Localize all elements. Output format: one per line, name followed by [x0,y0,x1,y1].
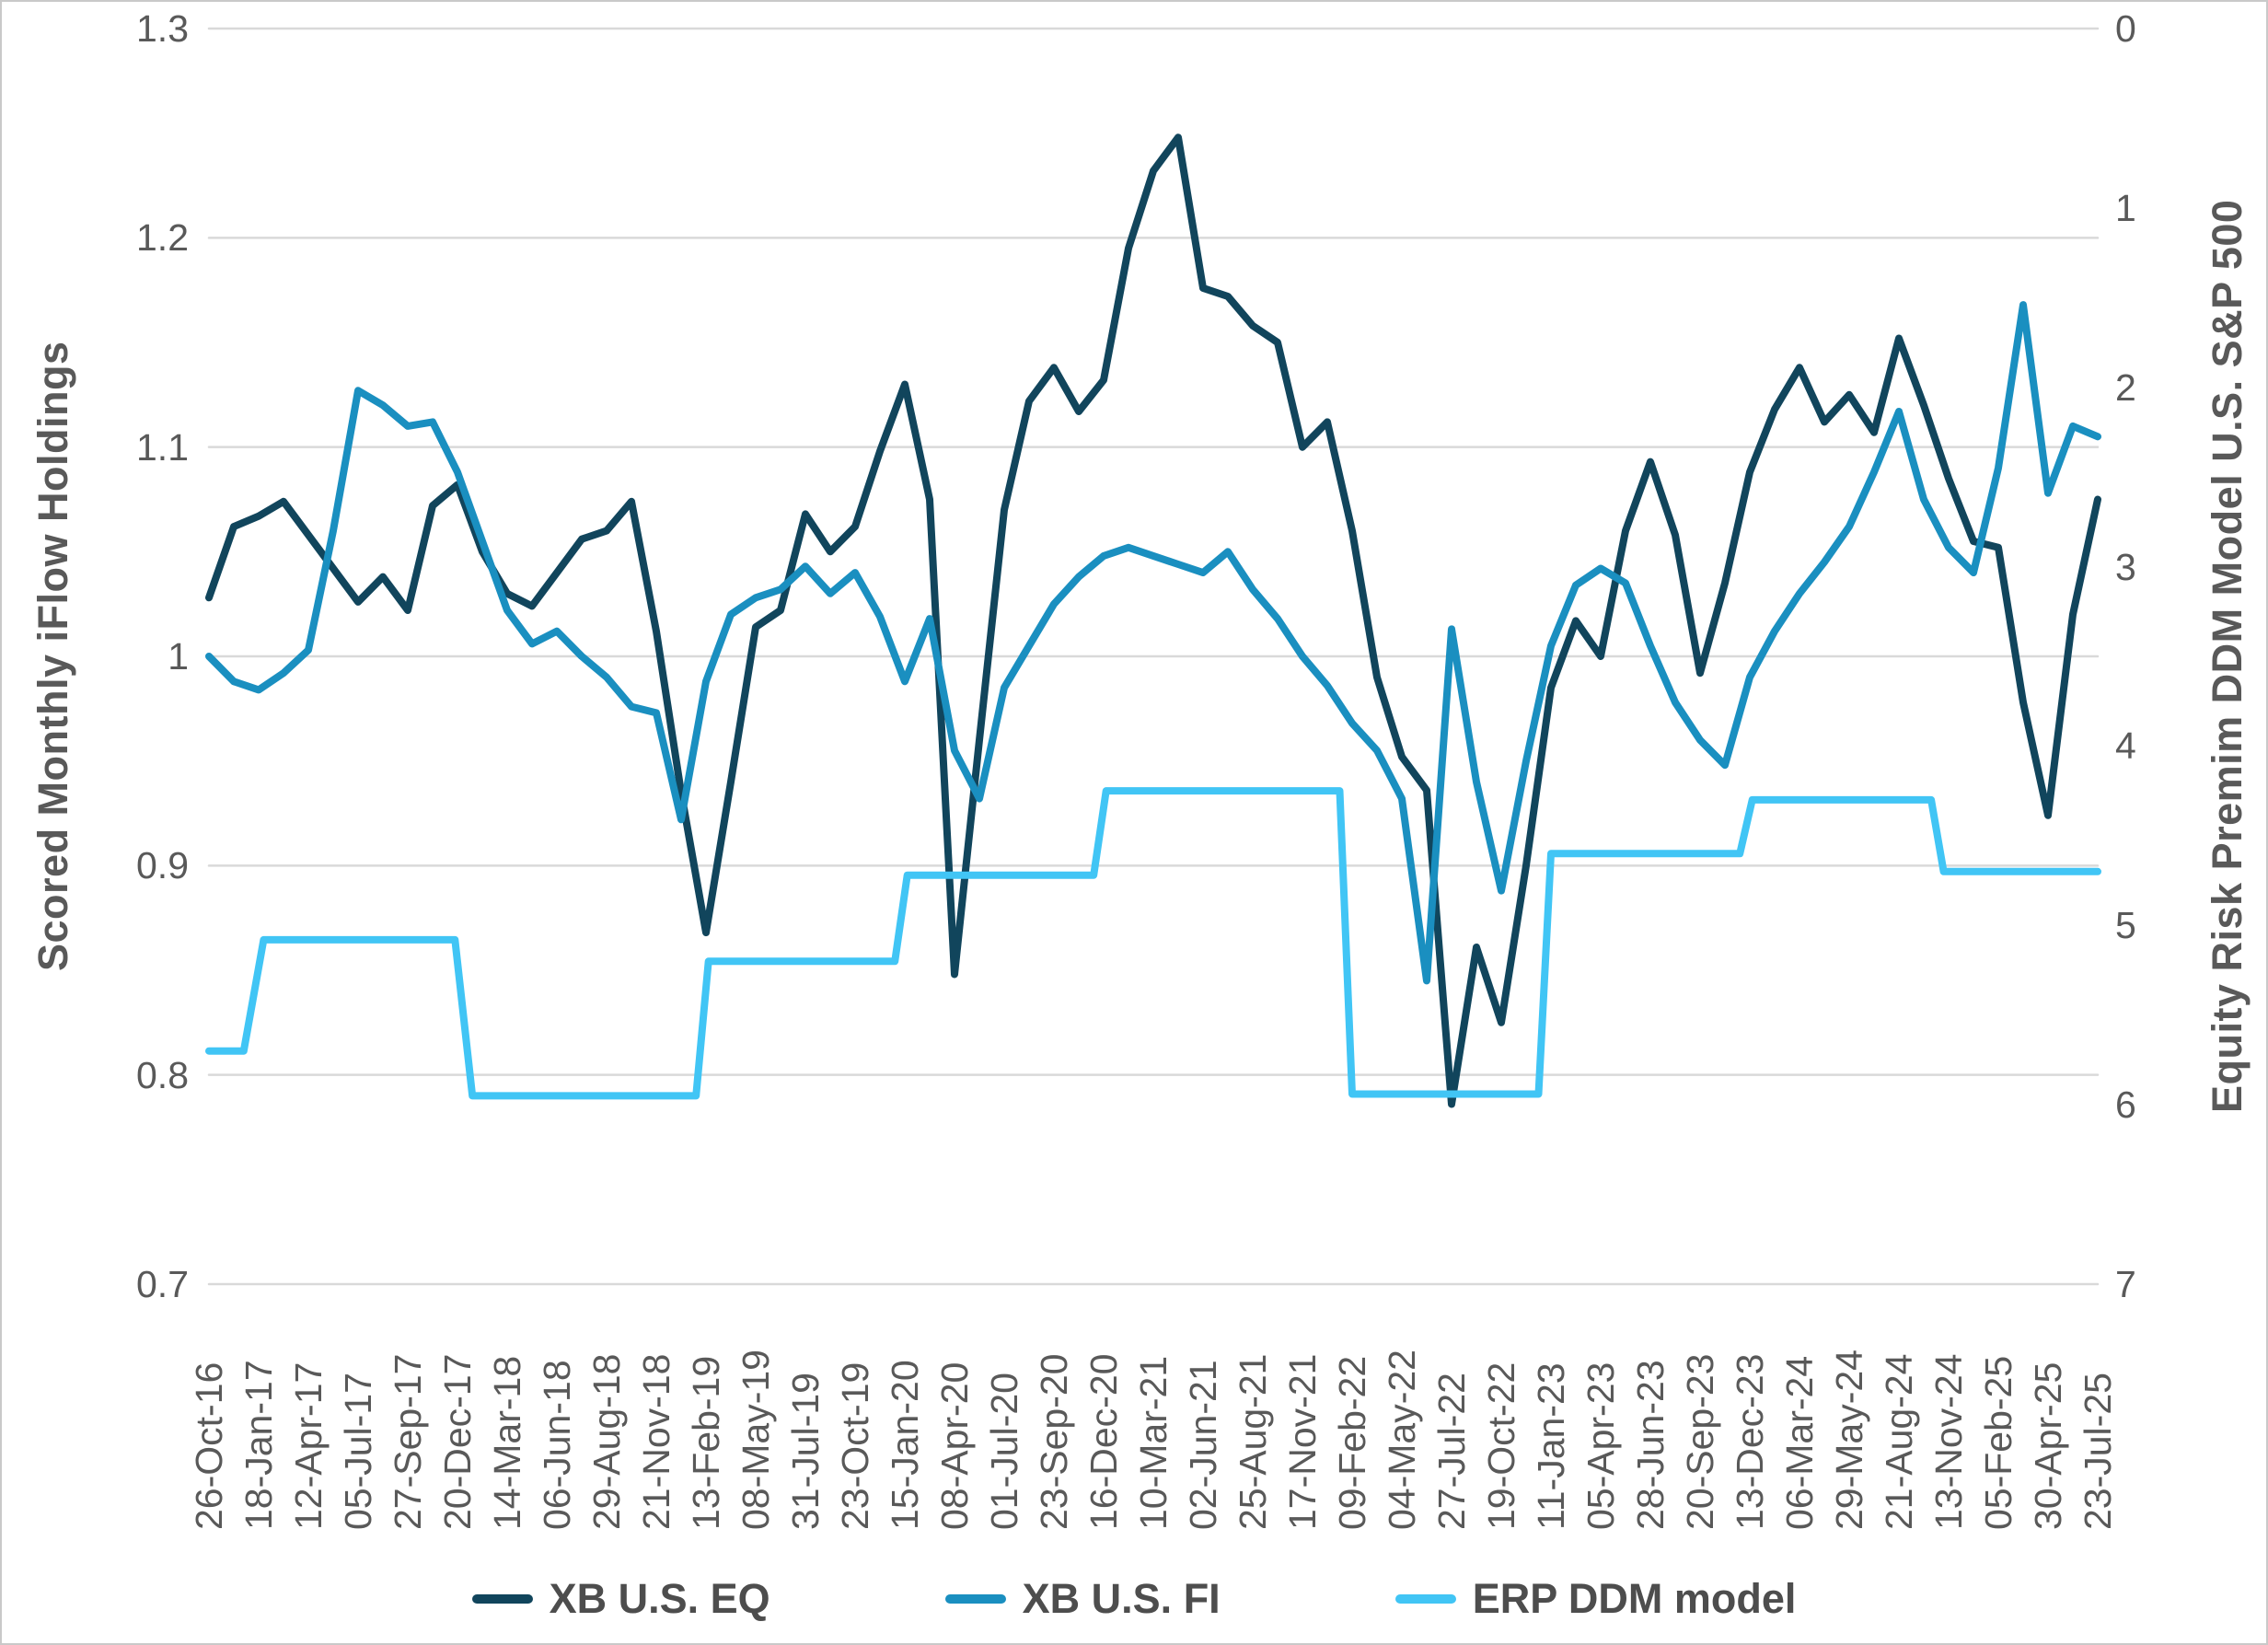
left-axis-tick-label: 1.2 [136,216,189,260]
x-axis-label: 19-Oct-22 [1480,1361,1522,1530]
x-axis-label: 20-Sep-23 [1679,1353,1721,1530]
right-axis-tick-label: 6 [2115,1083,2136,1127]
x-axis-label: 30-Apr-25 [2027,1361,2069,1530]
series-line-xb-u-s-fi [205,301,2101,985]
x-axis-label: 28-Jun-23 [1629,1360,1672,1530]
x-axis-label: 13-Dec-23 [1729,1353,1771,1530]
legend-swatch [471,1594,533,1604]
x-axis-label: 27-Jul-22 [1430,1373,1473,1530]
x-axis-label: 18-Jan-17 [237,1360,280,1530]
right-axis-tick-label: 4 [2115,724,2136,768]
x-axis-label: 05-Feb-25 [1977,1355,2019,1530]
x-axis-label: 06-Mar-24 [1778,1355,1821,1530]
x-axis-label: 10-Mar-21 [1132,1355,1174,1530]
right-axis-tick-label: 2 [2115,365,2136,409]
series-line-erp-ddm-model [205,787,2101,1100]
x-axis-label: 31-Jul-19 [784,1373,827,1530]
right-axis-tick-label: 7 [2115,1263,2136,1305]
x-axis-label: 12-Apr-17 [287,1361,330,1530]
left-axis-tick-label: 1.3 [136,7,189,50]
legend-swatch [1394,1594,1456,1604]
x-axis-label: 15-Jan-20 [884,1360,926,1530]
x-axis-label: 21-Aug-24 [1878,1353,1920,1530]
left-axis-tick-label: 0.9 [136,844,189,887]
left-axis-tick-label: 0.7 [136,1263,189,1305]
legend-item-xb-u-s-eq: XB U.S. EQ [471,1575,770,1623]
x-axis-label: 09-Feb-22 [1331,1355,1373,1530]
x-axis-label: 23-Oct-19 [834,1361,876,1530]
x-axis-label: 27-Sep-17 [387,1353,429,1530]
x-axis-label: 04-May-22 [1381,1350,1423,1530]
x-axis-label: 13-Nov-24 [1927,1353,1970,1530]
x-axis-label: 01-Jul-20 [983,1373,1025,1530]
x-axis-label: 29-Aug-18 [585,1353,628,1530]
legend-label: ERP DDM model [1472,1575,1797,1622]
right-axis-tick-label: 3 [2115,545,2136,588]
left-axis-tick-label: 1.1 [136,425,189,469]
legend-item-xb-u-s-fi: XB U.S. FI [944,1575,1221,1623]
left-axis-tick-label: 0.8 [136,1053,189,1096]
x-axis-label: 11-Jan-23 [1530,1362,1572,1530]
x-axis-label: 17-Nov-21 [1281,1353,1324,1530]
x-axis-label: 16-Dec-20 [1082,1353,1125,1530]
legend-swatch [944,1594,1006,1604]
legend-label: XB U.S. EQ [549,1575,770,1622]
x-axis-label: 26-Oct-16 [188,1361,230,1530]
x-axis-label: 20-Dec-17 [436,1353,479,1530]
x-axis-label: 06-Jun-18 [536,1360,578,1530]
x-axis-label: 25-Aug-21 [1232,1353,1274,1530]
left-axis-tick-label: 1 [168,635,189,678]
x-axis-label: 14-Mar-18 [486,1355,528,1530]
x-axis-label: 23-Jul-25 [2077,1373,2119,1530]
x-axis-label: 05-Jul-17 [337,1373,379,1530]
legend: XB U.S. EQ XB U.S. FI ERP DDM model [0,1567,2268,1631]
right-axis-tick-label: 0 [2115,7,2136,50]
right-axis-tick-label: 5 [2115,904,2136,947]
x-axis-label: 13-Feb-19 [685,1355,727,1530]
x-axis-label: 05-Apr-23 [1580,1361,1622,1530]
x-axis-label: 08-Apr-20 [933,1361,976,1530]
legend-item-erp-ddm-model: ERP DDM model [1394,1575,1797,1623]
x-axis-label: 02-Jun-21 [1182,1360,1224,1530]
x-axis-label: 21-Nov-18 [635,1353,677,1530]
x-axis-label: 29-May-24 [1828,1350,1870,1530]
x-axis-label: 23-Sep-20 [1033,1353,1075,1530]
right-axis-tick-label: 1 [2115,186,2136,229]
x-axis-label: 08-May-19 [735,1350,777,1530]
series-line-xb-u-s-eq [205,133,2101,1108]
legend-label: XB U.S. FI [1022,1575,1221,1622]
